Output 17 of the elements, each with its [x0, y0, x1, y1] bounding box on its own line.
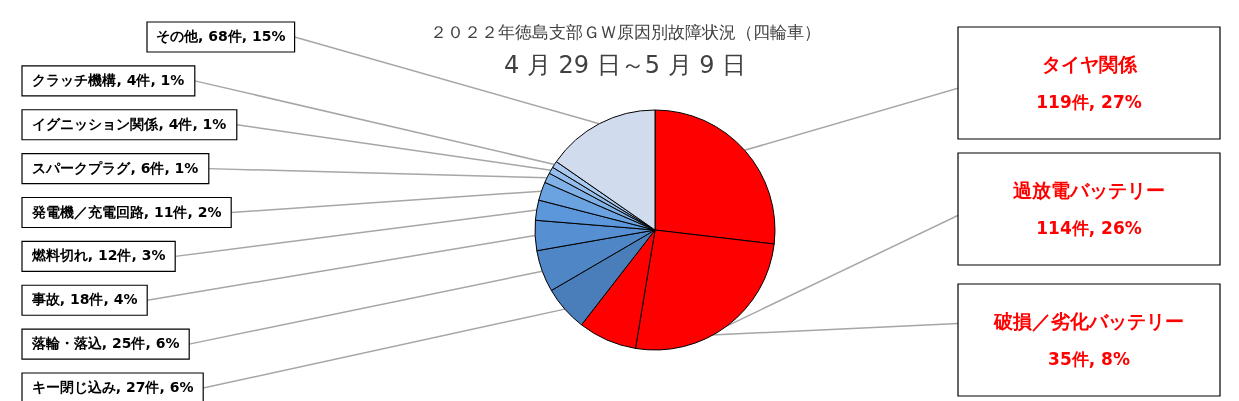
slice-label: 破損／劣化バッテリー — [993, 310, 1184, 332]
text: 4 月 29 日～5 月 9 日 — [503, 51, 747, 79]
data-label: 35件, 8% — [1048, 349, 1130, 369]
chart-title: ２０２２年徳島支部ＧＷ原因別故障状況（四輪車） — [429, 22, 821, 42]
slice-label: イグニッション関係, 4件, 1% — [32, 115, 227, 132]
slice-label: 過放電バッテリー — [1012, 179, 1165, 201]
data-label: 119件, 27% — [1036, 92, 1142, 112]
data-label: 114件, 26% — [1036, 218, 1142, 238]
slice-label: タイヤ関係 — [1041, 53, 1138, 75]
slice-label: 落輪・落込, 25件, 6% — [30, 335, 180, 352]
slice-label: その他, 68件, 15% — [156, 28, 286, 44]
slice-label: 事故, 18件, 4% — [30, 291, 138, 308]
slice-label: 発電機／充電回路, 11件, 2% — [30, 203, 222, 220]
slice-label: 燃料切れ, 12件, 3% — [30, 247, 166, 264]
slice-label: キー閉じ込み, 27件, 6% — [31, 379, 194, 395]
slice-label: スパークプラグ, 6件, 1% — [32, 159, 199, 176]
slice-label: クラッチ機構, 4件, 1% — [32, 71, 185, 88]
